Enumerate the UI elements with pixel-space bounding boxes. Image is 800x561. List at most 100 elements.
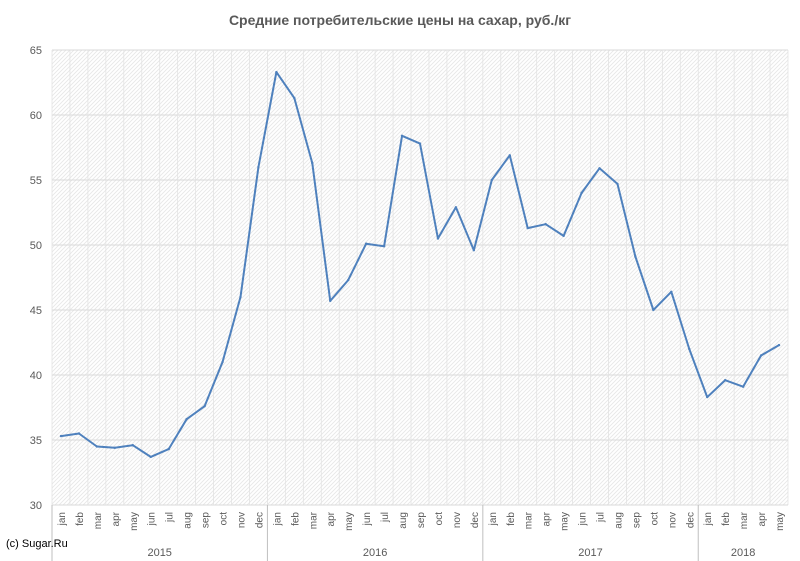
x-tick-label: nov	[452, 512, 463, 528]
x-tick-label: sep	[201, 512, 212, 529]
grid-layer	[51, 49, 789, 506]
x-tick-label: jan	[488, 512, 499, 526]
data-point	[634, 255, 637, 258]
data-point	[400, 134, 404, 137]
data-point	[616, 182, 619, 186]
x-tick-label: apr	[757, 511, 768, 526]
data-point	[688, 347, 691, 351]
x-tick-label: mar	[524, 511, 535, 529]
x-tick-label: feb	[75, 512, 86, 526]
data-point	[508, 154, 511, 157]
data-point	[167, 447, 170, 451]
data-point	[131, 444, 134, 447]
data-point	[149, 455, 152, 459]
data-point	[418, 142, 422, 145]
x-tick-label: apr	[326, 511, 337, 526]
x-tick-label: mar	[739, 511, 750, 529]
data-point	[382, 245, 386, 248]
data-point	[257, 165, 260, 169]
year-label: 2015	[147, 547, 171, 559]
x-tick-label: dec	[470, 512, 481, 528]
x-tick-label: mar	[308, 511, 319, 529]
data-point	[203, 405, 206, 408]
data-point	[275, 70, 278, 74]
y-tick-label: 40	[30, 370, 42, 382]
x-tick-label: sep	[416, 512, 427, 529]
data-point	[544, 223, 547, 226]
data-point	[759, 354, 763, 357]
plot-area	[52, 50, 788, 505]
data-point	[311, 161, 314, 165]
x-tick-label: jun	[147, 512, 158, 526]
x-tick-label: aug	[183, 512, 194, 529]
x-tick-label: jan	[703, 512, 714, 526]
y-tick-label: 45	[30, 305, 42, 317]
x-tick-label: apr	[542, 511, 553, 526]
data-point	[652, 308, 655, 312]
x-tick-label: jul	[380, 512, 391, 523]
data-point	[472, 249, 476, 252]
x-tick-label: may	[560, 512, 571, 531]
x-tick-label: oct	[649, 512, 660, 526]
x-tick-label: feb	[290, 512, 301, 526]
x-tick-label: oct	[434, 512, 445, 526]
x-tick-label: nov	[667, 512, 678, 528]
x-tick-label: aug	[613, 512, 624, 529]
x-tick-label: may	[129, 512, 140, 531]
data-point	[239, 295, 242, 299]
x-tick-label: feb	[506, 512, 517, 526]
x-tick-label: may	[344, 512, 355, 531]
chart-title: Средние потребительские цены на сахар, р…	[228, 12, 572, 28]
y-tick-label: 50	[30, 240, 42, 252]
data-point	[59, 434, 63, 438]
data-point	[723, 379, 727, 382]
x-tick-label: apr	[111, 511, 122, 526]
y-tick-label: 60	[30, 110, 42, 122]
data-point	[670, 290, 673, 293]
x-tick-label: aug	[398, 512, 409, 529]
data-point	[95, 445, 99, 448]
series-layer	[59, 70, 781, 459]
data-point	[185, 418, 188, 421]
data-point	[706, 395, 709, 399]
data-point	[777, 343, 781, 347]
x-tick-label: mar	[93, 511, 104, 529]
x-tick-label: sep	[631, 512, 642, 529]
x-tick-label: oct	[219, 512, 230, 526]
data-point	[221, 360, 224, 364]
x-tick-label: dec	[254, 512, 265, 528]
year-label: 2018	[731, 547, 755, 559]
x-tick-label: dec	[685, 512, 696, 528]
year-label: 2017	[578, 547, 602, 559]
data-point	[526, 226, 529, 230]
x-tick-label: jan	[57, 512, 68, 526]
y-tick-label: 35	[30, 435, 42, 447]
data-point	[741, 385, 745, 388]
x-tick-label: jun	[362, 512, 373, 526]
x-tick-label: nov	[236, 512, 247, 528]
data-point	[329, 299, 332, 303]
x-tick-label: feb	[721, 512, 732, 526]
data-point	[293, 96, 296, 100]
data-point	[113, 446, 117, 449]
x-tick-label: jan	[272, 512, 283, 526]
data-point	[562, 234, 565, 238]
y-tick-label: 30	[30, 500, 42, 512]
data-point	[346, 278, 350, 282]
y-tick-label: 65	[30, 45, 42, 57]
x-tick-label: jul	[596, 512, 607, 523]
x-tick-label: jul	[165, 512, 176, 523]
data-point	[436, 237, 440, 240]
data-point	[77, 432, 81, 435]
copyright-label: (c) Sugar.Ru	[6, 538, 68, 550]
data-point	[454, 206, 458, 209]
x-tick-label: jun	[578, 512, 589, 526]
data-point	[490, 178, 494, 182]
data-point	[598, 167, 601, 170]
x-tick-label: may	[775, 512, 786, 531]
year-label: 2016	[363, 547, 387, 559]
data-point	[364, 242, 368, 245]
